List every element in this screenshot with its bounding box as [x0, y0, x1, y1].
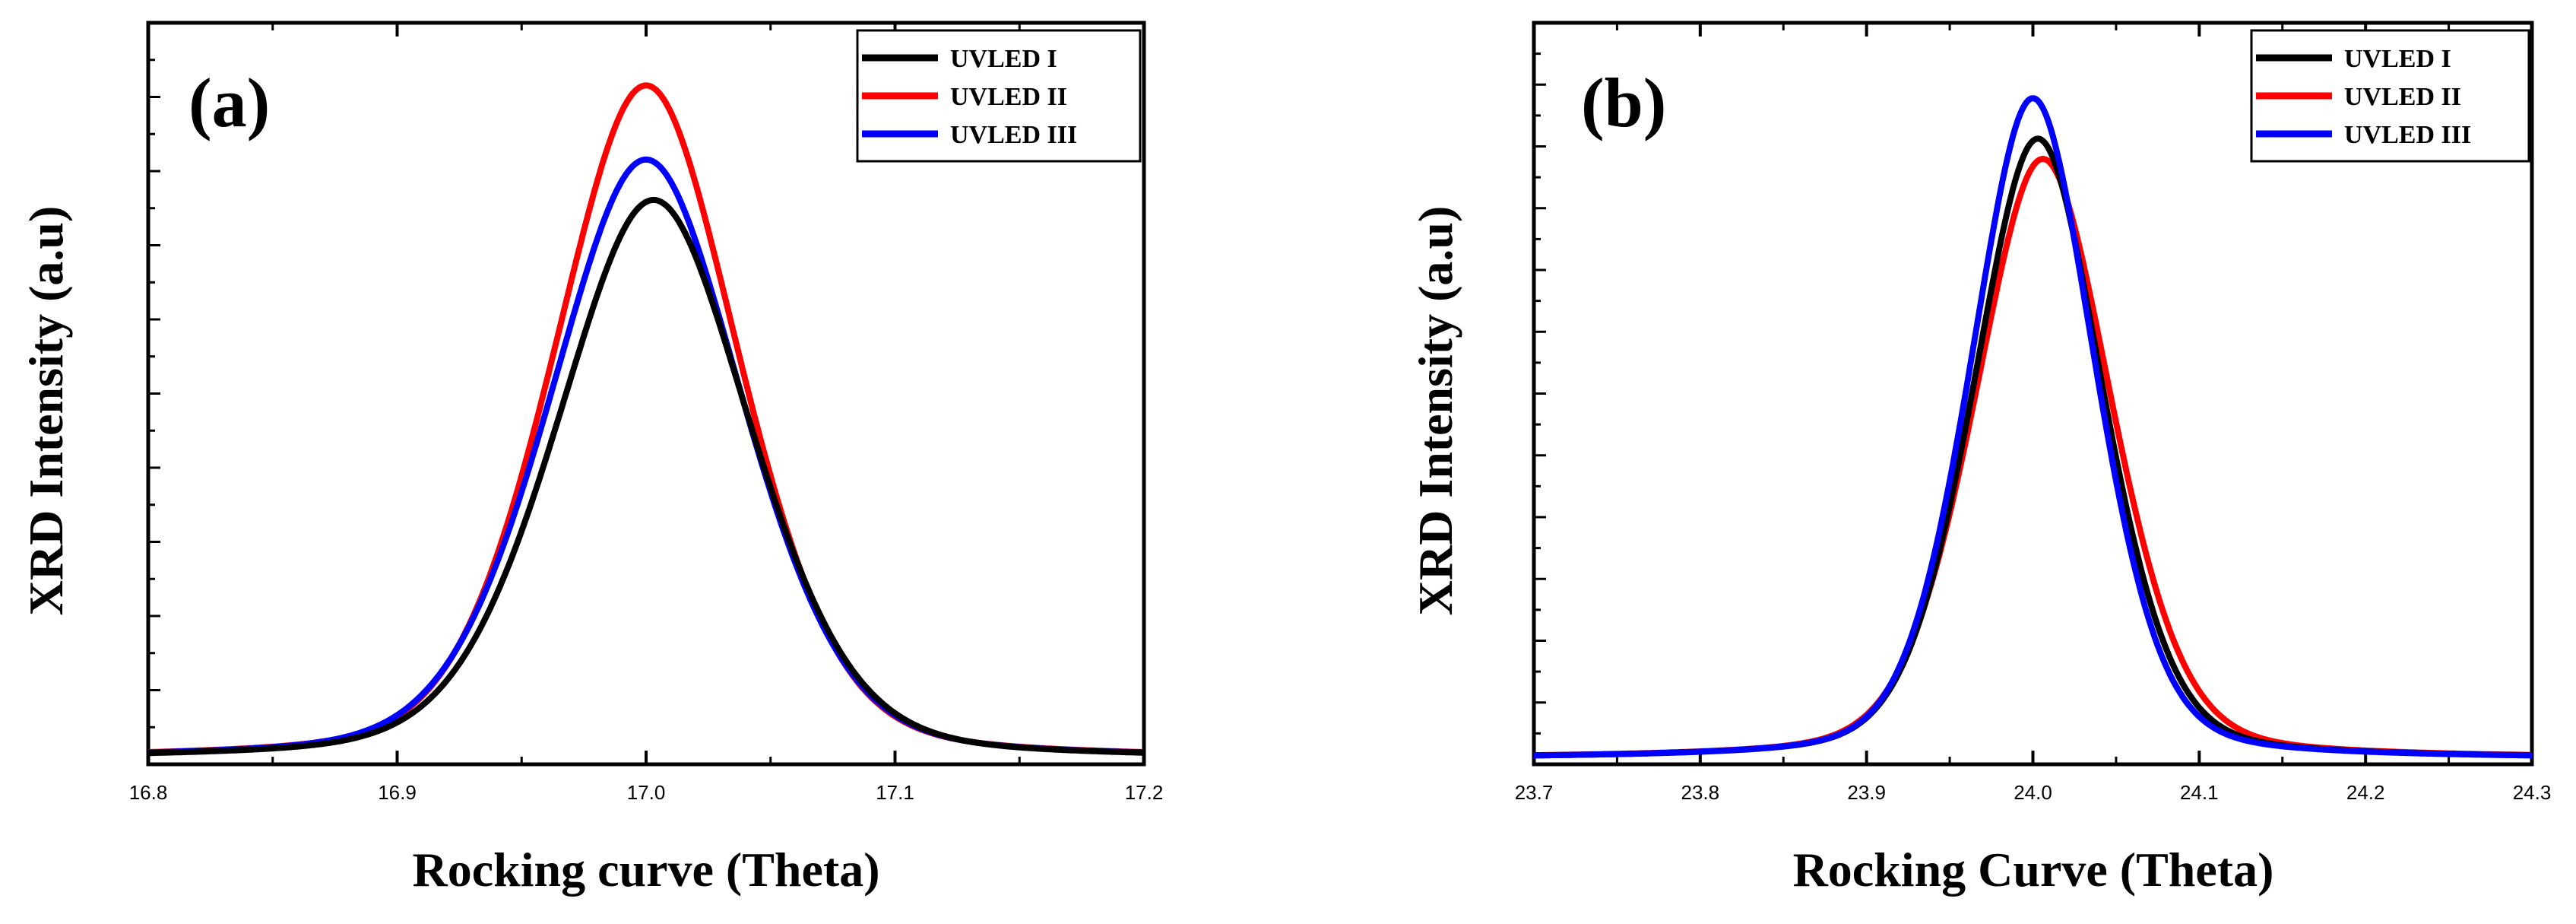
panel-a-x-axis-title: Rocking curve (Theta) [412, 843, 879, 897]
x-tick-label: 17.2 [1125, 781, 1164, 804]
panel-b-x-axis-title: Rocking Curve (Theta) [1793, 843, 2274, 897]
x-tick-label: 23.9 [1847, 781, 1886, 804]
x-tick-label: 17.0 [627, 781, 666, 804]
panel-a-y-axis-title: XRD Intensity (a.u) [19, 206, 73, 616]
x-tick-label: 24.2 [2346, 781, 2385, 804]
panel-a-plot-area: 16.8 16.9 17.0 17.1 17.2 UVLED I UVLED II UVLED… [129, 21, 1164, 804]
x-tick-label: 24.3 [2513, 781, 2552, 804]
series-line-uvled-iii [1532, 95, 2533, 759]
legend-label: UVLED I [2344, 45, 2451, 73]
panel-b-label: (b) [1581, 64, 1666, 141]
x-tick-label: 23.7 [1515, 781, 1554, 804]
x-tick-label: 17.1 [876, 781, 914, 804]
series-line-uvled-i [1532, 135, 2533, 759]
legend-label: UVLED III [950, 121, 1077, 149]
x-tick-label: 24.0 [2014, 781, 2052, 804]
series-line-uvled-ii [147, 82, 1145, 755]
x-tick-label: 24.1 [2180, 781, 2219, 804]
series-line-uvled-i [147, 197, 1145, 757]
series-line-uvled-iii [147, 156, 1145, 756]
panel-a-label: (a) [189, 64, 270, 141]
panel-a: XRD Intensity (a.u) Rocking curve (Theta… [19, 21, 1164, 897]
legend-label: UVLED II [2344, 83, 2461, 111]
series-line-uvled-ii [1532, 155, 2533, 759]
legend-label: UVLED I [950, 45, 1057, 73]
legend-label: UVLED III [2344, 121, 2471, 149]
panel-b-plot-area: 23.7 23.8 23.9 24.0 24.1 24.2 24.3 UVLED I UVLED… [1515, 21, 2552, 804]
x-tick-label: 16.8 [129, 781, 168, 804]
x-tick-label: 16.9 [378, 781, 417, 804]
panel-b-y-axis-title: XRD Intensity (a.u) [1408, 206, 1462, 616]
panel-b: XRD Intensity (a.u) Rocking Curve (Theta… [1408, 21, 2552, 897]
x-tick-label: 23.8 [1681, 781, 1720, 804]
legend-label: UVLED II [950, 83, 1067, 111]
